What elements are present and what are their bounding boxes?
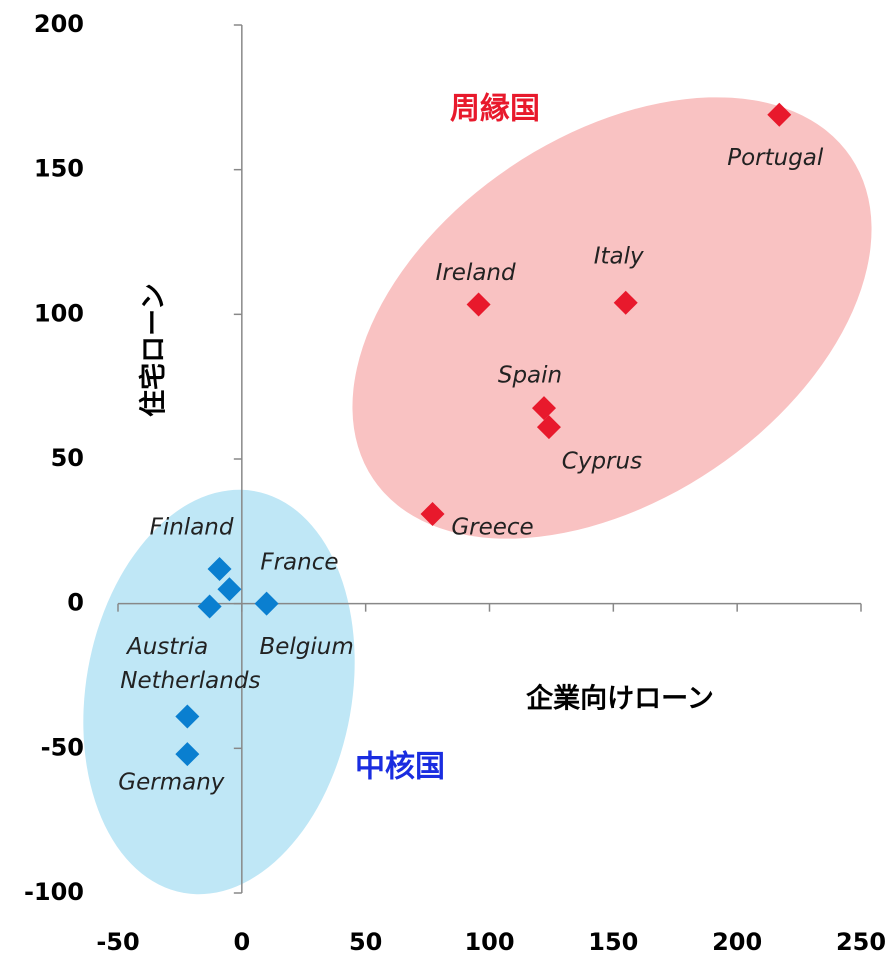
y-tick-label: -100 [24,878,84,906]
point-label: Italy [594,243,644,269]
core-ellipse [83,489,355,895]
point [175,742,200,767]
core-annotation: 中核国 [355,750,445,785]
point-label: Belgium [259,634,353,660]
point [207,556,232,581]
x-tick-label: 250 [836,928,886,956]
x-tick-label: 100 [464,928,514,956]
x-axis-title: 企業向けローン [526,683,714,715]
point [536,415,561,440]
point-label: Cyprus [562,449,642,475]
point-label: Spain [498,363,562,389]
point-label: Greece [451,514,533,540]
point [254,591,279,616]
point-label: Netherlands [120,668,260,694]
point-label: Finland [150,514,234,540]
x-tick-label: 200 [712,928,762,956]
x-tick-label: 50 [349,928,382,956]
point [420,501,445,526]
y-axis-title: 住宅ローン [138,283,170,417]
point-label: France [260,550,338,576]
point-label: Portugal [727,145,824,171]
point-label: Ireland [436,260,516,286]
x-tick-label: 150 [588,928,638,956]
x-tick-label: 0 [233,928,250,956]
point [466,292,491,317]
point-label: Germany [118,770,225,796]
point [613,290,638,315]
point [767,102,792,127]
peripheral-ellipse [352,97,872,539]
point-label: Austria [125,634,208,660]
peripheral-annotation: 周縁国 [450,92,540,127]
y-tick-label: 0 [67,589,84,617]
y-tick-label: 150 [34,155,84,183]
y-tick-label: 50 [51,444,84,472]
y-tick-label: 100 [34,299,84,327]
point [175,704,200,729]
point [531,396,556,421]
x-tick-label: -50 [96,928,139,956]
y-tick-label: -50 [41,733,84,761]
point [217,577,242,602]
y-tick-label: 200 [34,10,84,38]
point [197,594,222,619]
